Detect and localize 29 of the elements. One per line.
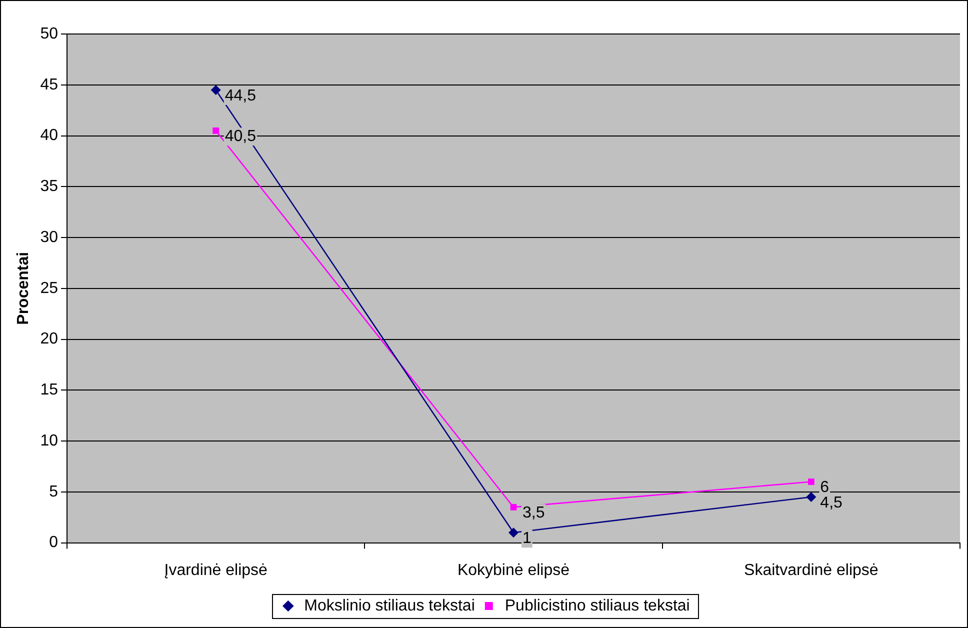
x-tick-label: Kokybinė elipsė <box>457 562 570 579</box>
y-tick-label: 0 <box>49 534 58 552</box>
point <box>808 478 814 485</box>
x-tick-label: Įvardinė elipsė <box>164 562 268 579</box>
point <box>508 528 518 538</box>
point <box>806 492 816 502</box>
y-tick-label: 45 <box>40 76 58 94</box>
y-tick-label: 35 <box>40 178 58 196</box>
y-tick-label: 5 <box>49 483 58 500</box>
y-tick-label: 50 <box>40 25 58 42</box>
data-label: 44,5 <box>224 87 256 104</box>
data-label: 40,5 <box>224 128 256 146</box>
data-label: 4,5 <box>820 494 843 512</box>
y-tick-label: 25 <box>40 280 58 297</box>
point <box>212 127 220 134</box>
data-label: 6 <box>820 479 830 496</box>
y-tick-label: 20 <box>40 330 58 348</box>
data-label: 1 <box>522 530 532 548</box>
y-tick-label: 30 <box>40 228 58 246</box>
y-tick-label: 10 <box>40 432 58 450</box>
legend-label: Mokslinio stiliaus tekstai <box>304 597 475 614</box>
point <box>210 84 221 95</box>
y-axis-title: Procentai <box>15 252 32 325</box>
legend-label: Publicistino stiliaus tekstai <box>504 597 690 614</box>
y-tick-label: 40 <box>40 127 58 144</box>
data-label: 3,5 <box>522 504 545 522</box>
y-tick-label: 15 <box>40 382 58 399</box>
x-tick-label: Skaitvardinė elipsė <box>744 562 878 579</box>
point <box>510 504 517 510</box>
